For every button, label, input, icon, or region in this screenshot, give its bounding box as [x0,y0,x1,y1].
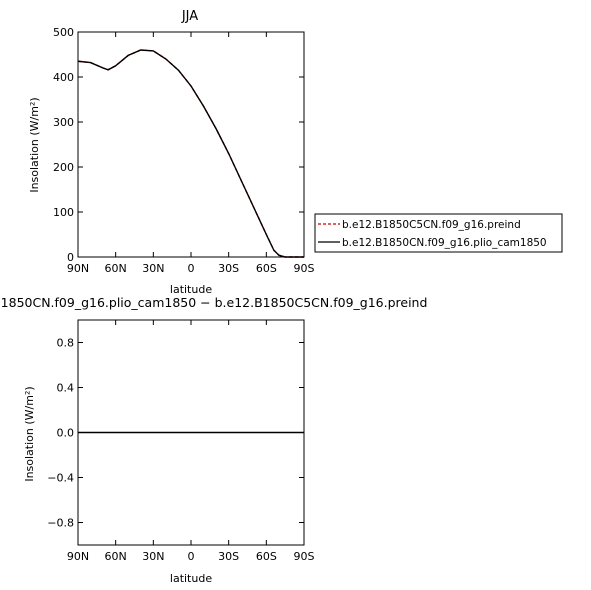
top-series-1-line [77,49,304,258]
top-panel: JJA 90N 60N 30N 0 30S 60S 90S0100200300400500 … [28,9,563,296]
top-y-tick-label: 100 [53,206,74,219]
bottom-plot-frame [77,319,305,546]
legend-label-preind: b.e12.B1850C5CN.f09_g16.preind [342,219,521,231]
bottom-y-tick-label: 0.8 [57,337,75,350]
top-plot-frame [77,31,305,258]
bottom-x-tick-label: 90N [67,550,89,563]
bottom-panel: b.e12.B1850CN.f09_g16.plio_cam1850 − b.e… [0,295,427,585]
top-ticks: 90N 60N 30N 0 30S 60S 90S 0 100 200 300 400 500 [53,26,315,275]
bottom-x-tick-label: 30N [142,550,164,563]
top-x-tick-label: 90N [67,262,89,275]
top-x-tick-label: 30N [142,262,164,275]
bottom-x-tick-label: 0 [188,550,195,563]
legend: b.e12.B1850C5CN.f09_g16.preind b.e12.B18… [314,213,563,253]
top-x-tick-label: 60S [256,262,277,275]
bottom-y-tick-label: −0.8 [47,517,74,530]
top-x-tick-label: 30S [218,262,239,275]
bottom-y-axis-label: Insolation (W/m²) [23,386,36,481]
bottom-ticks: 90N 60N 30N 0 30S 60S 90S −0.8 −0.4 0.0 0.4 0.8 [47,320,315,563]
bottom-x-axis-label: latitude [170,572,212,585]
bottom-x-tick-label: 60S [256,550,277,563]
bottom-y-tick-label: −0.4 [47,472,74,485]
top-x-tick-label: 90S [294,262,315,275]
bottom-y-tick-label: 0.0 [57,427,75,440]
top-series-lines [77,49,304,258]
bottom-x-tick-label: 90S [294,550,315,563]
bottom-x-tick-label: 60N [105,550,127,563]
legend-box [314,213,563,253]
top-y-axis-label: Insolation (W/m²) [28,97,41,192]
top-y-tick-label: 400 [53,71,74,84]
top-x-tick-label: 60N [105,262,127,275]
bottom-y-tick-label: 0.4 [57,382,75,395]
bottom-chart-title: b.e12.B1850CN.f09_g16.plio_cam1850 − b.e… [0,295,427,310]
top-y-tick-label: 0 [67,251,74,264]
top-series-0-line [77,49,304,258]
top-y-tick-label: 300 [53,116,74,129]
top-y-tick-label: 500 [53,26,74,39]
top-chart-title: JJA [181,9,198,24]
top-x-tick-label: 0 [188,262,195,275]
top-x-axis-label: latitude [170,283,212,296]
bottom-x-tick-label: 30S [218,550,239,563]
top-y-tick-label: 200 [53,161,74,174]
legend-label-plio: b.e12.B1850CN.f09_g16.plio_cam1850 [342,237,547,249]
